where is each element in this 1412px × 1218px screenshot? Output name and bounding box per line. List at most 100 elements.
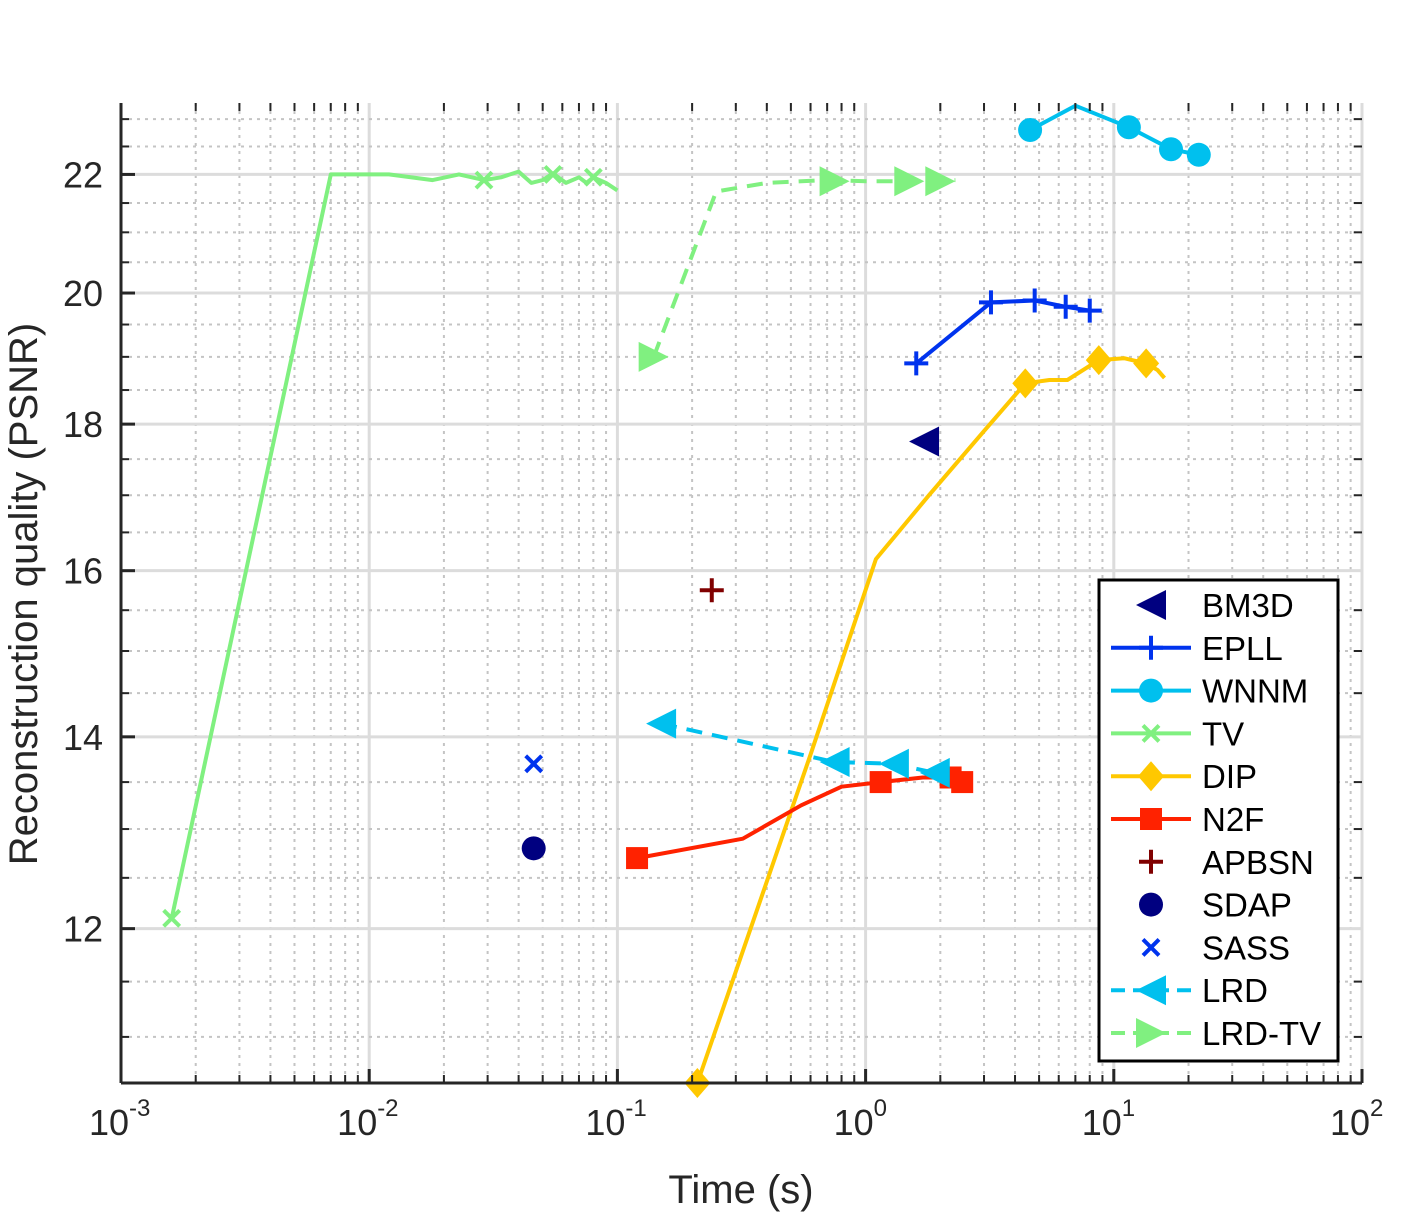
triangle-left-marker — [646, 708, 677, 739]
circle-marker — [1139, 678, 1163, 703]
series-wnnm — [1018, 103, 1211, 167]
plus-marker — [978, 290, 1003, 315]
x-tick-exponent: 1 — [1122, 1095, 1135, 1122]
circle-marker — [1186, 142, 1211, 167]
legend-label: APBSN — [1202, 844, 1314, 881]
square-marker — [951, 771, 974, 794]
legend-item-sdap: SDAP — [1139, 887, 1292, 924]
x-marker — [524, 754, 544, 774]
x-tick-base: 10 — [337, 1102, 377, 1143]
x-tick-label: 10 -1 — [585, 1095, 646, 1143]
y-tick-label: 22 — [63, 154, 103, 195]
y-tick-label: 20 — [63, 273, 103, 314]
x-marker — [1141, 937, 1161, 957]
x-marker — [1141, 723, 1161, 743]
legend-item-tv: TV — [1111, 715, 1244, 752]
triangle-left-marker — [1136, 590, 1166, 620]
legend-item-epll: EPLL — [1111, 630, 1283, 667]
triangle-left-marker — [819, 746, 850, 777]
series-sass — [524, 754, 544, 774]
y-axis-label: Reconstruction quality (PSNR) — [2, 323, 46, 865]
triangle-left-marker — [919, 757, 950, 788]
legend-label: SDAP — [1202, 887, 1292, 924]
x-tick-exponent: -1 — [625, 1095, 646, 1122]
x-marker — [474, 170, 494, 190]
legend-label: EPLL — [1202, 630, 1283, 667]
plus-marker — [1022, 288, 1047, 313]
x-tick-base: 10 — [585, 1102, 625, 1143]
triangle-right-marker — [819, 166, 850, 197]
series-lrd — [646, 708, 950, 788]
triangle-left-marker — [1136, 975, 1166, 1006]
triangle-left-marker — [878, 748, 909, 779]
y-tick-label: 14 — [63, 717, 103, 758]
plus-marker — [1077, 298, 1102, 323]
legend: BM3D EPLL WNNM TV DIP N2F APBSN SDAP SASS LRD LRD-… — [1097, 578, 1340, 1063]
legend-label: WNNM — [1202, 673, 1308, 710]
y-tick-label: 16 — [63, 551, 103, 592]
legend-label: LRD — [1202, 972, 1268, 1009]
square-marker — [869, 771, 892, 794]
circle-marker — [1158, 137, 1183, 162]
legend-item-wnnm: WNNM — [1111, 673, 1308, 710]
plot-series — [162, 103, 1211, 1098]
circle-marker — [1018, 117, 1043, 142]
plus-marker — [904, 351, 929, 376]
legend-item-sass: SASS — [1141, 929, 1290, 966]
triangle-right-marker — [638, 341, 669, 372]
triangle-right-marker — [894, 166, 925, 197]
x-tick-base: 10 — [89, 1102, 129, 1143]
diamond-marker — [1085, 345, 1112, 376]
legend-item-dip: DIP — [1111, 758, 1257, 795]
x-marker — [543, 165, 563, 184]
series-epll — [904, 288, 1102, 376]
series-sdap — [521, 836, 546, 861]
series-lrd-tv — [638, 166, 956, 372]
x-tick-exponent: -2 — [377, 1095, 398, 1122]
legend-label: TV — [1202, 715, 1244, 752]
diamond-marker — [1012, 368, 1039, 399]
plus-marker — [1139, 635, 1163, 660]
plus-marker — [1053, 294, 1078, 319]
x-tick-label: 10 0 — [834, 1095, 887, 1143]
series-apbsn — [699, 578, 724, 603]
y-tick-label: 18 — [63, 404, 103, 445]
x-tick-base: 10 — [1082, 1102, 1122, 1143]
circle-marker — [1139, 892, 1163, 917]
x-tick-exponent: -3 — [129, 1095, 150, 1122]
x-tick-exponent: 0 — [874, 1095, 887, 1122]
plus-marker — [1139, 849, 1163, 874]
square-marker — [1140, 808, 1162, 830]
legend-label: DIP — [1202, 758, 1257, 795]
x-tick-exponent: 2 — [1370, 1095, 1383, 1122]
legend-item-bm3d: BM3D — [1136, 587, 1294, 624]
plus-marker — [699, 578, 724, 603]
square-marker — [626, 847, 649, 870]
legend-item-lrd: LRD — [1111, 972, 1268, 1009]
x-marker — [583, 167, 603, 187]
x-tick-label: 10 2 — [1330, 1095, 1383, 1143]
x-tick-label: 10 -3 — [89, 1095, 150, 1143]
diamond-marker — [1133, 348, 1160, 379]
x-tick-base: 10 — [834, 1102, 874, 1143]
legend-item-lrd-tv: LRD-TV — [1111, 1015, 1321, 1052]
x-tick-label: 10 1 — [1082, 1095, 1135, 1143]
legend-label: LRD-TV — [1202, 1015, 1321, 1052]
x-axis-label: Time (s) — [668, 1168, 813, 1212]
diamond-marker — [1138, 761, 1164, 792]
series-line — [660, 721, 936, 775]
legend-item-n2f: N2F — [1111, 801, 1264, 838]
series-tv — [162, 165, 619, 928]
series-dip — [684, 345, 1167, 1098]
y-tick-label: 12 — [63, 909, 103, 950]
x-marker — [162, 908, 182, 928]
legend-label: BM3D — [1202, 587, 1294, 624]
legend-label: N2F — [1202, 801, 1264, 838]
circle-marker — [1116, 115, 1141, 140]
x-tick-base: 10 — [1330, 1102, 1370, 1143]
triangle-right-marker — [1136, 1018, 1166, 1048]
triangle-left-marker — [909, 426, 940, 457]
legend-label: SASS — [1202, 929, 1290, 966]
